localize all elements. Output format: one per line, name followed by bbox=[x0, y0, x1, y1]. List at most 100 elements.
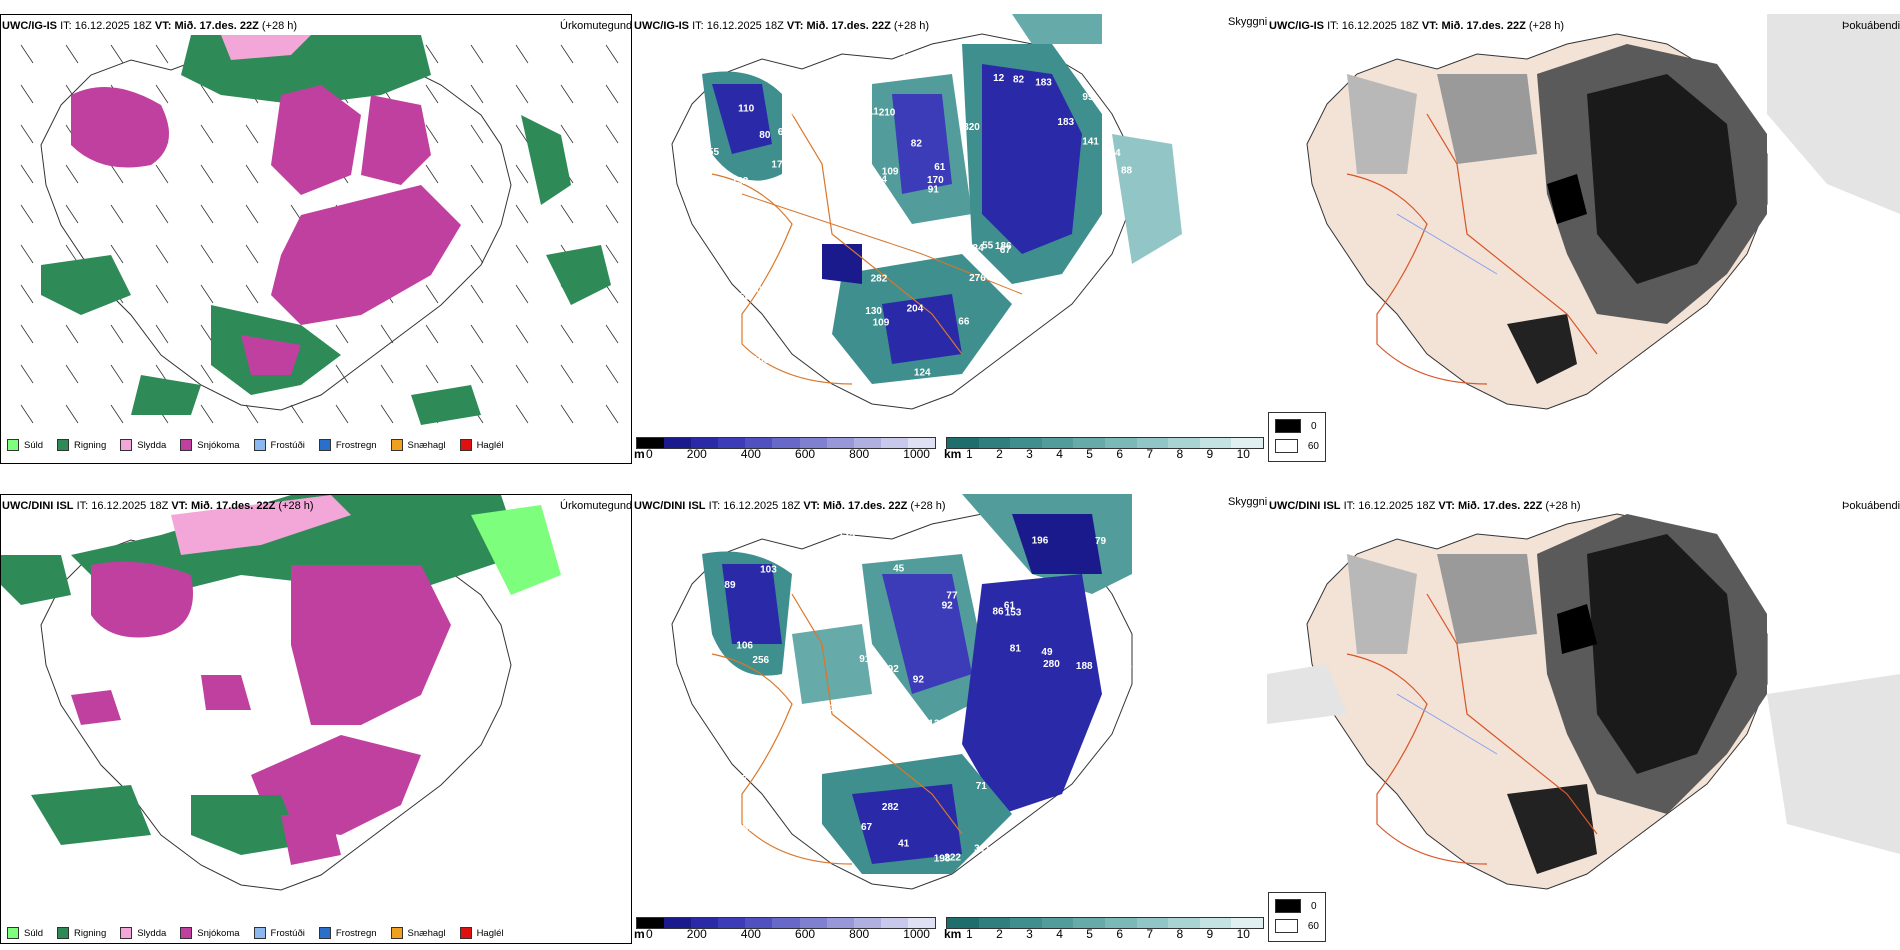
colorbar-tick: 6 bbox=[1116, 927, 1123, 941]
station-label: 150 bbox=[829, 703, 846, 714]
colorbar-tick: 400 bbox=[740, 447, 761, 461]
legend-label: Snjókoma bbox=[197, 927, 240, 939]
station-label: 82 bbox=[911, 139, 923, 150]
colorbar-segment bbox=[1231, 438, 1263, 448]
colorbar-segment bbox=[880, 918, 908, 928]
wind-barb bbox=[335, 364, 349, 384]
colorbar-segment bbox=[1168, 918, 1200, 928]
wind-barb bbox=[515, 244, 529, 264]
wind-barb bbox=[155, 324, 169, 344]
legend-swatch bbox=[318, 439, 331, 451]
fog-map-row1 bbox=[1306, 14, 1900, 410]
legend-swatch bbox=[253, 439, 266, 451]
station-label: 114 bbox=[829, 145, 846, 156]
legend-item-5: Frostregn bbox=[318, 439, 377, 451]
legend-swatch bbox=[318, 927, 331, 939]
colorbar-tick: 2 bbox=[996, 447, 1003, 461]
station-label: 317 bbox=[739, 838, 756, 849]
station-label: 92 bbox=[942, 601, 954, 612]
wind-barb bbox=[20, 244, 34, 264]
station-label: 77 bbox=[946, 591, 958, 602]
station-label: 272 bbox=[757, 688, 774, 699]
station-label: 130 bbox=[865, 306, 882, 317]
wind-barb bbox=[470, 124, 484, 144]
station-label: 81 bbox=[1010, 644, 1022, 655]
station-label: 332 bbox=[793, 345, 810, 356]
wind-barb bbox=[245, 124, 259, 144]
legend-swatch bbox=[180, 439, 193, 451]
legend-swatch bbox=[57, 439, 70, 451]
colorbar-tick: 0 bbox=[646, 447, 653, 461]
colorbar-segment bbox=[718, 918, 746, 928]
station-label: 83 bbox=[763, 771, 775, 782]
station-label: 132 bbox=[732, 176, 749, 187]
title-row1-vis: Skyggni bbox=[1228, 16, 1268, 28]
station-label: 89 bbox=[724, 580, 736, 591]
legend-swatch bbox=[120, 439, 133, 451]
wind-barb bbox=[560, 124, 574, 144]
wind-barb bbox=[605, 284, 619, 304]
wind-barb bbox=[425, 164, 439, 184]
station-label: 166 bbox=[734, 291, 751, 302]
wind-barb bbox=[515, 44, 529, 64]
wind-barb bbox=[560, 84, 574, 104]
colorbar-tick: 4 bbox=[1056, 927, 1063, 941]
station-label: 175 bbox=[719, 356, 736, 367]
station-label: 12 bbox=[993, 73, 1005, 84]
station-label: 61 bbox=[1004, 600, 1016, 611]
colorbar-tick: 8 bbox=[1176, 447, 1184, 461]
station-label: 238 bbox=[791, 751, 808, 762]
colorbar-tick: 600 bbox=[795, 927, 816, 941]
colorbar-segment bbox=[880, 438, 908, 448]
wind-barb bbox=[605, 44, 619, 64]
legend-label: Snjókoma bbox=[197, 439, 240, 451]
wind-barb bbox=[515, 84, 529, 104]
wind-barb bbox=[65, 324, 79, 344]
station-label: 11 bbox=[868, 106, 879, 117]
wind-barb bbox=[110, 324, 124, 344]
colorbar-segment bbox=[1104, 438, 1137, 448]
visibility-unit-row1: km bbox=[944, 447, 962, 461]
station-label: 174 bbox=[771, 159, 788, 170]
title-row1-fog: Þokuábendi bbox=[1842, 20, 1900, 32]
colorbar-tick: 10 bbox=[1236, 447, 1250, 461]
legend-item-1: Rigning bbox=[57, 927, 106, 939]
colorbar-tick: 5 bbox=[1086, 447, 1093, 461]
station-label: 292 bbox=[882, 664, 899, 675]
station-label: 7 bbox=[870, 59, 876, 70]
station-label: 126 bbox=[792, 108, 809, 119]
wind-barb bbox=[110, 364, 124, 384]
legend-label: Rigning bbox=[74, 927, 107, 939]
station-label: 110 bbox=[857, 211, 874, 222]
elevation-ticks-row1: 0 200 400 600 800 1000 bbox=[646, 447, 930, 461]
station-label: 110 bbox=[746, 285, 763, 296]
elevation-ticks-row2: 0 200 400 600 800 1000 bbox=[646, 927, 930, 941]
wind-barb bbox=[155, 44, 169, 64]
wind-barb bbox=[245, 244, 259, 264]
station-label: 95 bbox=[1082, 92, 1094, 103]
wind-barb bbox=[20, 284, 34, 304]
colorbar-segment bbox=[978, 438, 1011, 448]
station-label: 106 bbox=[1118, 765, 1135, 776]
legend-item-7: Haglél bbox=[459, 927, 504, 939]
colorbar-tick: 5 bbox=[1086, 927, 1093, 941]
legend-item-1: Rigning bbox=[57, 439, 106, 451]
title-row2-fog: Þokuábendi bbox=[1842, 500, 1900, 512]
wind-barb bbox=[605, 244, 619, 264]
colorbar-segment bbox=[1104, 918, 1137, 928]
legend-label: Rigning bbox=[74, 439, 107, 451]
station-label: 125 bbox=[838, 530, 855, 541]
wind-barb bbox=[245, 404, 259, 424]
wind-barb bbox=[155, 244, 169, 264]
station-label: 106 bbox=[736, 640, 753, 651]
station-label: 41 bbox=[898, 839, 910, 850]
wind-barb bbox=[380, 324, 394, 344]
wind-barb bbox=[425, 324, 439, 344]
wind-barb bbox=[65, 204, 79, 224]
station-label: 104 bbox=[1104, 148, 1121, 159]
wind-barb bbox=[200, 404, 214, 424]
header-row2-vis: UWC/DINI ISL IT: 16.12.2025 18Z VT: Mið.… bbox=[634, 500, 946, 512]
fog-panel-row2 bbox=[1267, 494, 1900, 914]
colorbar-segment bbox=[1010, 438, 1042, 448]
station-label: 66 bbox=[958, 317, 970, 328]
